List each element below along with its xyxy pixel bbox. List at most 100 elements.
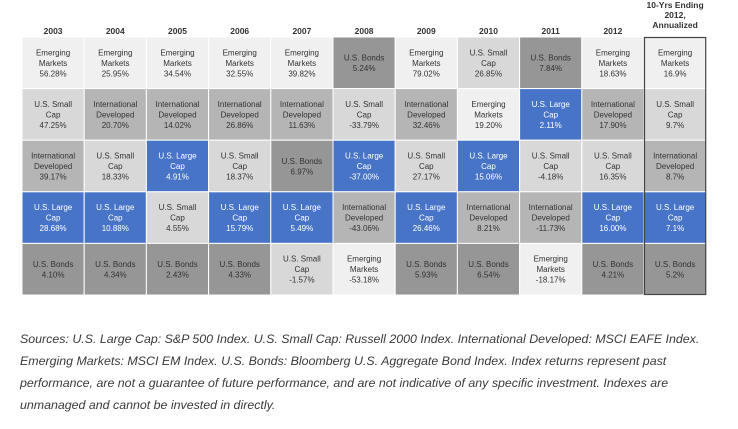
cell-background <box>519 88 583 141</box>
cell-asset-label: Cap <box>46 110 61 119</box>
cell-asset-label: International <box>591 100 635 109</box>
cell-asset-label: Markets <box>101 59 129 68</box>
cell-background <box>581 139 645 193</box>
cell-asset-label: Emerging <box>596 48 630 57</box>
cell-value: 4.34% <box>104 270 127 279</box>
cell-asset-label: U.S. Small <box>159 203 197 212</box>
cell-asset-label: Markets <box>599 59 627 68</box>
cell-asset-label: Cap <box>668 110 683 119</box>
cell-background <box>643 88 707 141</box>
column-header-10-line-2: Annualized <box>652 20 697 30</box>
cell-asset-label: Emerging <box>98 48 132 57</box>
cell-asset-label: International <box>653 152 697 161</box>
cell-asset-label: Emerging <box>658 48 692 57</box>
cell-asset-label: Cap <box>481 59 496 68</box>
cell-background <box>456 88 521 141</box>
cell-value: 9.7% <box>666 121 684 130</box>
cell-asset-label: U.S. Bonds <box>219 260 259 269</box>
cell-value: 18.37% <box>226 173 253 182</box>
cell-asset-label: Cap <box>419 162 434 171</box>
cell-asset-label: Cap <box>108 214 123 223</box>
cell-asset-label: U.S. Large <box>158 152 197 161</box>
cell-value: 16.00% <box>599 224 626 233</box>
cell-value: 79.02% <box>413 69 440 78</box>
cell-asset-label: U.S. Large <box>283 203 322 212</box>
cell-asset-label: U.S. Small <box>532 152 570 161</box>
cell-asset-label: Cap <box>481 162 496 171</box>
cell-background <box>394 191 458 244</box>
cell-asset-label: U.S. Large <box>221 203 260 212</box>
cell-background <box>394 36 458 90</box>
cell-asset-label: U.S. Bonds <box>344 54 384 63</box>
cell-value: 34.54% <box>164 69 191 78</box>
cell-asset-label: Cap <box>232 162 247 171</box>
cell-value: 26.85% <box>475 69 502 78</box>
cell-asset-label: Developed <box>469 214 507 223</box>
cell-asset-label: U.S. Large <box>345 152 384 161</box>
column-header-8: 2011 <box>541 26 560 36</box>
cell-value: 15.06% <box>475 173 502 182</box>
cell-asset-label: Emerging <box>409 48 443 57</box>
cell-asset-label: U.S. Large <box>469 152 508 161</box>
cell-value: 8.21% <box>477 224 500 233</box>
cell-asset-label: U.S. Bonds <box>282 157 322 166</box>
cell-asset-label: Cap <box>543 162 558 171</box>
cell-value: 6.54% <box>477 270 500 279</box>
cell-background <box>519 36 583 90</box>
cell-asset-label: International <box>31 152 75 161</box>
cell-asset-label: Cap <box>606 214 621 223</box>
cell-background <box>270 88 334 141</box>
cell-value: 4.33% <box>228 270 251 279</box>
cell-value: -18.17% <box>536 276 566 285</box>
cell-background <box>394 88 458 141</box>
cell-asset-label: Markets <box>163 59 191 68</box>
cell-value: 27.17% <box>413 173 440 182</box>
cell-value: -43.06% <box>349 224 379 233</box>
cell-asset-label: Developed <box>34 162 72 171</box>
column-header-1: 2004 <box>106 26 125 36</box>
cell-value: 26.86% <box>226 121 253 130</box>
cell-background <box>581 242 645 296</box>
cell-background <box>208 242 272 296</box>
cell-value: -4.18% <box>538 173 563 182</box>
cell-asset-label: Cap <box>170 214 185 223</box>
cell-background <box>332 191 396 244</box>
cell-value: 47.25% <box>40 121 67 130</box>
cell-value: -37.00% <box>349 173 379 182</box>
cell-asset-label: U.S. Small <box>345 100 383 109</box>
cell-asset-label: U.S. Small <box>221 152 259 161</box>
cell-background <box>21 242 85 296</box>
cell-asset-label: Cap <box>668 214 683 223</box>
cell-background <box>581 191 645 244</box>
cell-asset-label: U.S. Bonds <box>530 54 570 63</box>
cell-asset-label: Markets <box>661 59 689 68</box>
cell-asset-label: Cap <box>606 162 621 171</box>
cell-asset-label: U.S. Bonds <box>157 260 197 269</box>
cell-value: 4.91% <box>166 173 189 182</box>
cell-asset-label: Cap <box>46 214 61 223</box>
cell-asset-label: Cap <box>232 214 247 223</box>
cell-asset-label: U.S. Small <box>283 255 321 264</box>
cell-value: 28.68% <box>40 224 67 233</box>
cell-value: 26.46% <box>413 224 440 233</box>
